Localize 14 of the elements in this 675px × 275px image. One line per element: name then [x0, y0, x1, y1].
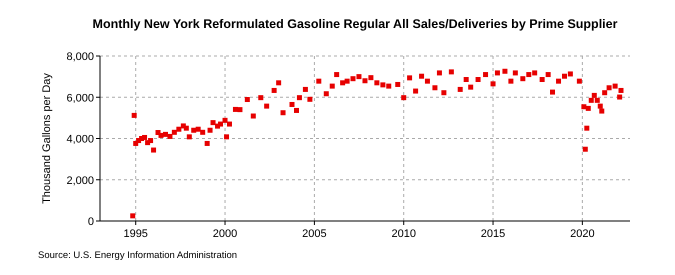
source-note: Source: U.S. Energy Information Administration — [38, 250, 238, 261]
x-tick-label: 2020 — [570, 228, 595, 240]
y-axis-title: Thousand Gallons per Day — [41, 72, 53, 204]
x-tick-label: 2005 — [302, 228, 327, 240]
y-tick-label: 6,000 — [66, 92, 94, 104]
x-tick-label: 1995 — [123, 228, 148, 240]
x-tick-label: 2015 — [480, 228, 506, 240]
x-tick-label: 2010 — [391, 228, 416, 240]
y-tick-label: 8,000 — [66, 51, 94, 63]
y-tick-label: 0 — [88, 216, 94, 228]
chart-title: Monthly New York Reformulated Gasoline Regular All Sales/Deliveries by Prime Supplier — [92, 17, 618, 31]
y-tick-label: 4,000 — [66, 134, 94, 146]
y-tick-label: 2,000 — [66, 174, 94, 187]
x-tick-label: 2000 — [212, 228, 238, 240]
